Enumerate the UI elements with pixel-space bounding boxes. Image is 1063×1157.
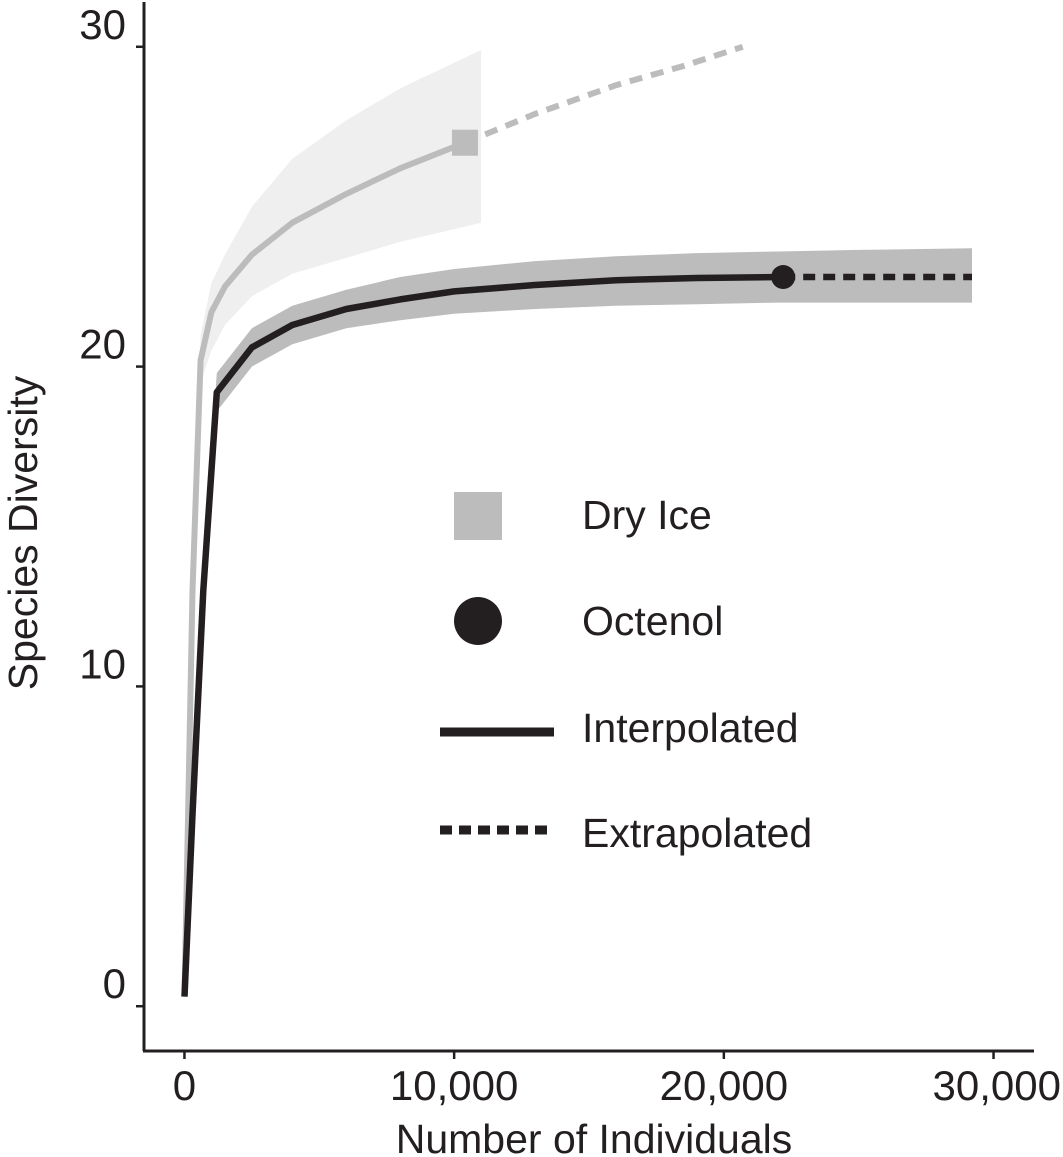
octenol-confidence-band [184,248,972,1000]
dry-ice-interpolated-line [181,139,467,997]
dry-ice-observed-marker [451,129,478,156]
legend-swatch-octenol [454,597,502,645]
x-tick-label-30-000: 30,000 [933,1062,1061,1109]
confidence-bands [184,50,972,1000]
legend-label-octenol: Octenol [582,598,723,644]
x-tick-label-20-000: 20,000 [660,1062,788,1109]
legend-label-extrapolated: Extrapolated [582,810,812,856]
octenol-interpolated-line [181,273,784,997]
y-axis-title: Species Diversity [0,375,46,690]
legend-swatch-dry-ice [454,492,502,540]
x-axis-title: Number of Individuals [396,1116,793,1157]
axis-ticks: 0 10 20 30 0 10,000 20,000 30,000 [79,1,1061,1109]
dry-ice-confidence-band [184,50,482,997]
y-tick-label-10: 10 [79,640,126,687]
legend: Dry Ice Octenol Interpolated Extrapolate… [440,492,812,856]
octenol-observed-marker [771,265,796,290]
legend-label-dry-ice: Dry Ice [582,492,712,538]
series-lines [181,43,972,997]
x-tick-label-0: 0 [173,1062,196,1109]
x-tick-label-10-000: 10,000 [390,1062,518,1109]
legend-label-interpolated: Interpolated [582,705,799,751]
y-tick-label-20: 20 [79,321,126,368]
dry-ice-extrapolated-line [463,43,744,146]
y-tick-label-30: 30 [79,1,126,48]
y-tick-label-0: 0 [103,960,126,1007]
axes [142,2,1034,1053]
observed-markers [451,129,796,290]
